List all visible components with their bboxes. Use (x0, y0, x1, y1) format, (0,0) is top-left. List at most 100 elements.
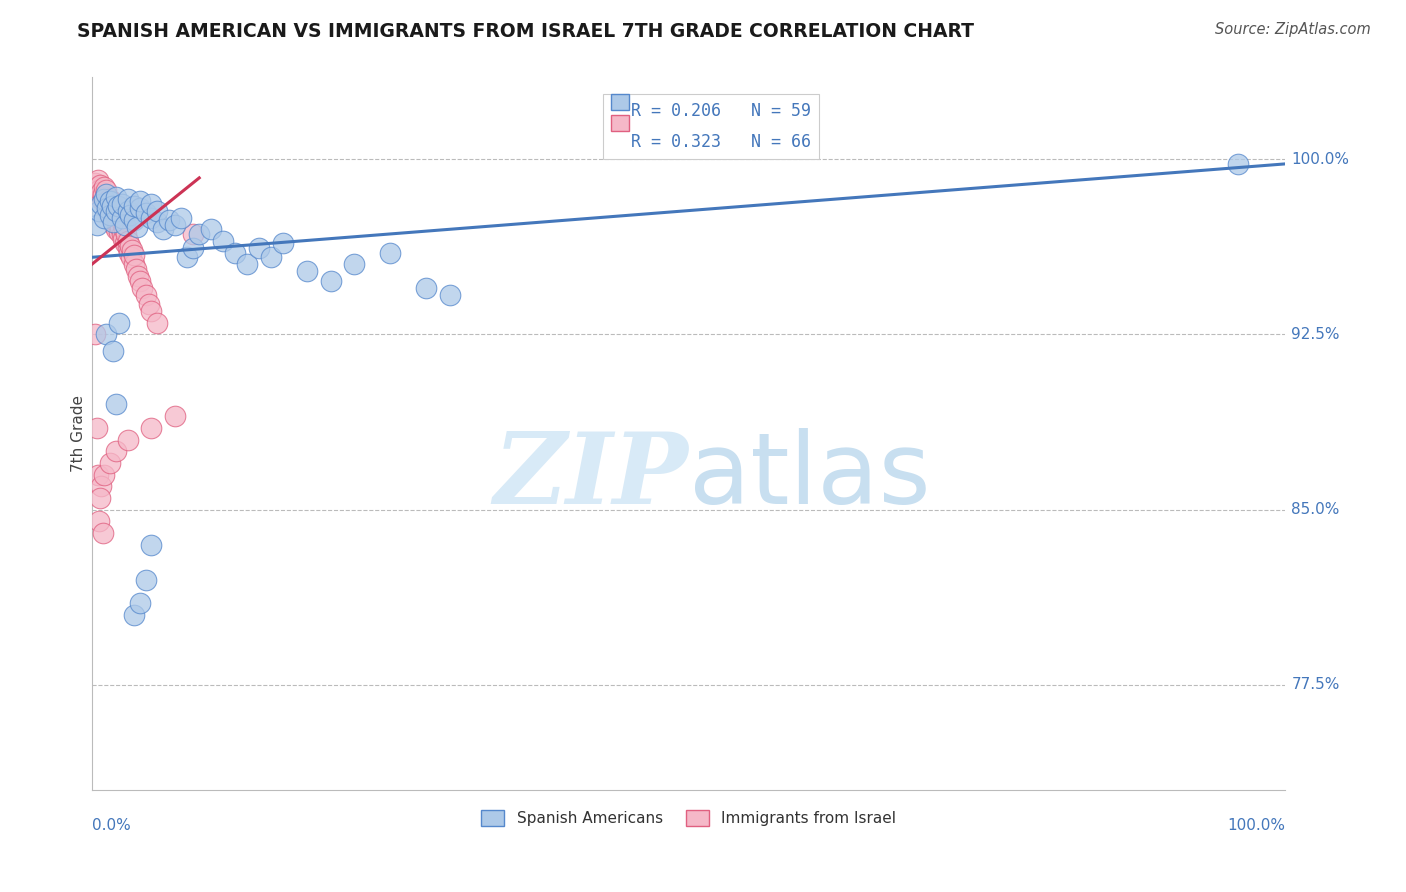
Point (107, 218, 129, 232)
Point (104, 444, 127, 458)
Point (104, 208, 127, 222)
Point (111, 227, 134, 241)
Point (104, 397, 127, 411)
Point (93, 194, 115, 209)
Point (141, 421, 163, 435)
Point (96, 201, 118, 215)
Point (98, 206, 121, 220)
Point (181, 241, 204, 255)
FancyBboxPatch shape (612, 94, 628, 110)
Point (87, 183, 110, 197)
Point (101, 199, 124, 213)
Point (86, 180, 108, 194)
Point (141, 211, 163, 225)
Point (98, 208, 121, 222)
Point (97, 192, 120, 206)
Point (134, 573, 156, 587)
Text: 0.0%: 0.0% (91, 819, 131, 833)
Point (114, 218, 136, 232)
Point (111, 196, 134, 211)
Point (111, 232, 134, 246)
Point (131, 281, 153, 295)
Point (319, 274, 342, 288)
Point (111, 215, 134, 229)
Point (165, 218, 187, 232)
Point (439, 287, 461, 301)
Text: 77.5%: 77.5% (1291, 677, 1340, 692)
Point (125, 262, 148, 277)
Point (247, 241, 270, 255)
Point (271, 236, 294, 251)
Point (87, 467, 110, 482)
Point (101, 194, 124, 209)
Point (94, 187, 117, 202)
Point (84, 176, 107, 190)
Point (103, 213, 125, 227)
Point (141, 304, 163, 318)
Point (93, 467, 115, 482)
Point (138, 297, 160, 311)
FancyBboxPatch shape (612, 115, 628, 131)
Point (90, 196, 112, 211)
Legend: Spanish Americans, Immigrants from Israel: Spanish Americans, Immigrants from Israe… (475, 804, 901, 832)
Point (110, 219, 132, 234)
Point (118, 238, 141, 252)
Point (128, 194, 150, 209)
Point (157, 213, 180, 227)
Point (98, 456, 121, 470)
Point (103, 218, 125, 232)
Text: 85.0%: 85.0% (1291, 502, 1340, 517)
Point (91, 525, 114, 540)
Point (117, 192, 139, 206)
Text: 100.0%: 100.0% (1227, 819, 1285, 833)
Point (181, 227, 204, 241)
Point (170, 211, 193, 225)
Point (117, 433, 139, 447)
Point (146, 316, 169, 330)
Point (415, 281, 437, 295)
Point (84, 327, 107, 342)
Text: SPANISH AMERICAN VS IMMIGRANTS FROM ISRAEL 7TH GRADE CORRELATION CHART: SPANISH AMERICAN VS IMMIGRANTS FROM ISRA… (77, 22, 974, 41)
Point (91, 187, 114, 202)
Text: atlas: atlas (689, 428, 931, 524)
Point (94, 327, 117, 342)
Point (103, 215, 125, 229)
Point (87, 189, 110, 203)
Point (87, 203, 110, 218)
Point (152, 222, 174, 236)
Point (134, 206, 156, 220)
Point (236, 257, 259, 271)
Point (90, 192, 112, 206)
Y-axis label: 7th Grade: 7th Grade (72, 395, 86, 472)
Text: R = 0.206   N = 59
  R = 0.323   N = 66: R = 0.206 N = 59 R = 0.323 N = 66 (612, 103, 811, 151)
Point (112, 222, 135, 236)
Point (380, 245, 402, 260)
Point (89, 491, 111, 505)
Point (134, 287, 156, 301)
Point (118, 245, 141, 260)
Point (200, 222, 222, 236)
Point (141, 538, 163, 552)
Point (107, 199, 129, 213)
Point (93, 211, 115, 225)
Point (117, 203, 139, 218)
Point (96, 201, 118, 215)
Point (128, 201, 150, 215)
Point (260, 250, 283, 264)
Point (98, 196, 121, 211)
Point (108, 225, 131, 239)
Point (94, 189, 117, 203)
Point (121, 244, 143, 258)
Point (141, 196, 163, 211)
Point (93, 192, 115, 206)
Point (128, 274, 150, 288)
Point (127, 268, 149, 283)
Point (122, 248, 145, 262)
Point (118, 208, 141, 222)
Point (100, 211, 122, 225)
Point (104, 222, 127, 236)
Point (1226, 157, 1249, 171)
Point (114, 236, 136, 251)
Point (122, 213, 145, 227)
Point (117, 241, 139, 255)
